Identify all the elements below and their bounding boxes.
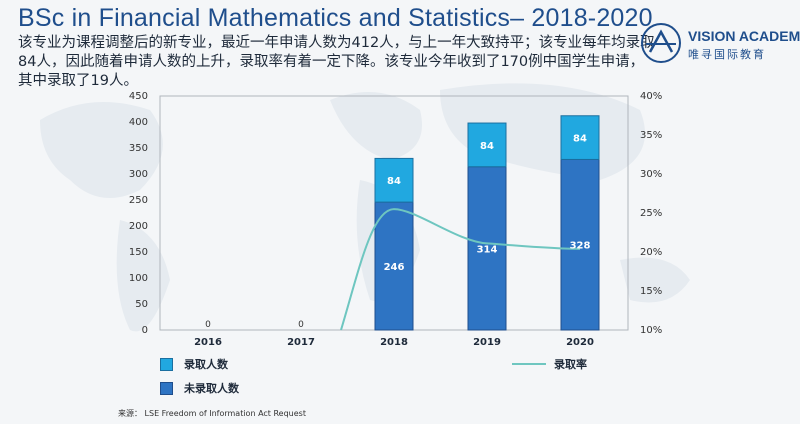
page-title: BSc in Financial Mathematics and Statist… xyxy=(18,4,653,32)
y-right-tick-label: 25% xyxy=(640,208,662,219)
y-right-tick-label: 40% xyxy=(640,91,662,102)
bar-rejected xyxy=(467,166,507,331)
logo-subtitle: 唯寻国际教育 xyxy=(688,48,766,61)
logo-name: VISION ACADEMY xyxy=(688,28,800,44)
y-left-tick-label: 450 xyxy=(129,91,148,102)
bar-label-zero: 0 xyxy=(298,320,304,330)
y-right-tick-label: 35% xyxy=(640,130,662,141)
bar-labels: 246 84 314 84 328 84 0 0 xyxy=(205,134,590,330)
bar-label-admitted: 84 xyxy=(480,141,494,152)
vision-academy-logo: VISION ACADEMY 唯寻国际教育 xyxy=(640,22,800,66)
bar-admitted xyxy=(374,157,414,203)
bar-label-rejected: 328 xyxy=(570,241,591,252)
x-tick-label: 2018 xyxy=(380,337,408,348)
legend-admitted: 录取人数 xyxy=(160,356,280,372)
legend-label-rate: 录取率 xyxy=(554,358,587,371)
y-left-tick-label: 300 xyxy=(129,169,148,180)
y-axis-right: 10% 15% 20% 25% 30% 35% 40% xyxy=(640,91,662,336)
y-right-tick-label: 20% xyxy=(640,247,662,258)
bar-label-rejected: 246 xyxy=(384,262,405,273)
y-left-tick-label: 0 xyxy=(142,325,148,336)
y-left-tick-label: 250 xyxy=(129,195,148,206)
x-tick-label: 2017 xyxy=(287,337,315,348)
legend-line-rate xyxy=(512,363,546,365)
x-tick-label: 2020 xyxy=(566,337,594,348)
x-tick-label: 2016 xyxy=(194,337,222,348)
source-note: 来源： LSE Freedom of Information Act Reque… xyxy=(118,409,306,418)
bar-label-admitted: 84 xyxy=(573,134,587,145)
y-left-tick-label: 350 xyxy=(129,143,148,154)
y-right-tick-label: 10% xyxy=(640,325,662,336)
y-left-tick-label: 200 xyxy=(129,221,148,232)
legend-label-admitted: 录取人数 xyxy=(184,358,228,371)
legend-swatch-admitted xyxy=(160,358,173,371)
legend-swatch-rejected xyxy=(160,382,173,395)
legend-rate: 录取率 xyxy=(512,356,612,372)
acceptance-rate-line xyxy=(340,208,581,331)
y-right-tick-label: 30% xyxy=(640,169,662,180)
legend-rejected: 未录取人数 xyxy=(160,380,280,396)
bar-admitted xyxy=(467,122,507,168)
description-text: 该专业为课程调整后的新专业，最近一年申请人数为412人，与上一年大致持平；该专业… xyxy=(18,35,655,89)
bar-label-zero: 0 xyxy=(205,320,211,330)
y-left-tick-label: 400 xyxy=(129,117,148,128)
legend-label-rejected: 未录取人数 xyxy=(184,382,239,395)
bar-label-admitted: 84 xyxy=(387,176,401,187)
bar-admitted xyxy=(560,115,600,160)
y-left-tick-label: 150 xyxy=(129,247,148,258)
x-axis: 2016 2017 2018 2019 2020 xyxy=(194,337,594,348)
x-tick-label: 2019 xyxy=(473,337,501,348)
y-right-tick-label: 15% xyxy=(640,286,662,297)
bars xyxy=(374,115,600,331)
y-axis-left: 0 50 100 150 200 250 300 350 400 450 xyxy=(129,91,148,336)
bar-rejected xyxy=(374,201,414,331)
bar-label-rejected: 314 xyxy=(477,244,498,255)
y-left-tick-label: 50 xyxy=(135,299,148,310)
y-left-tick-label: 100 xyxy=(129,273,148,284)
logo-mark-icon xyxy=(641,23,681,63)
